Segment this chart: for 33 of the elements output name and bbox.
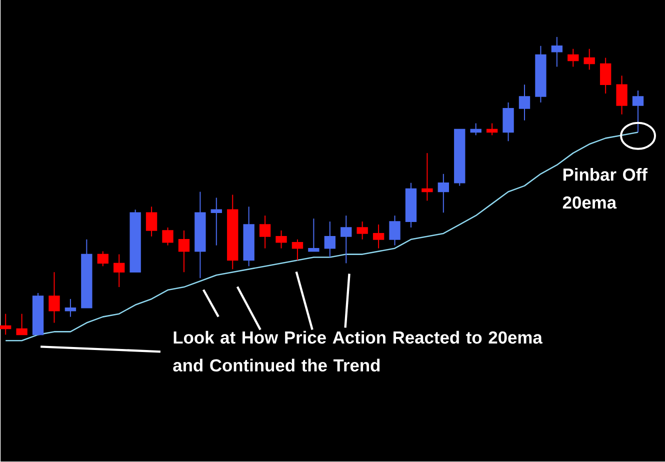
candlestick bbox=[551, 36, 563, 68]
candlestick bbox=[97, 251, 108, 267]
candlestick bbox=[502, 102, 514, 142]
candlestick bbox=[292, 239, 304, 261]
candlestick bbox=[324, 221, 336, 258]
candlestick bbox=[0, 314, 12, 336]
annotation: Pinbar Off 20ema bbox=[562, 168, 648, 209]
candlestick bbox=[470, 123, 482, 136]
candlestick bbox=[146, 206, 158, 238]
candlestick bbox=[16, 314, 28, 336]
candlestick bbox=[259, 215, 271, 250]
candlestick bbox=[210, 197, 222, 246]
candlestick bbox=[600, 58, 612, 94]
candlestick bbox=[422, 152, 433, 202]
candlestick bbox=[616, 75, 628, 116]
candlestick bbox=[308, 218, 320, 252]
candlestick bbox=[276, 230, 287, 250]
candlestick bbox=[568, 48, 579, 68]
candlestick bbox=[389, 215, 400, 246]
candlestick bbox=[372, 224, 384, 250]
candlestick bbox=[632, 90, 644, 133]
candlestick bbox=[438, 174, 450, 214]
candlestick bbox=[584, 48, 595, 70]
candlestick bbox=[518, 84, 530, 122]
annotation: Look at How Price Action Reacted to 20ema and Continued the Trend bbox=[173, 331, 542, 372]
candlestick bbox=[340, 215, 352, 264]
candlestick bbox=[64, 298, 76, 318]
candlestick bbox=[356, 221, 368, 240]
candlestick bbox=[48, 272, 60, 324]
candlestick bbox=[162, 227, 174, 246]
candlestick bbox=[486, 123, 498, 136]
candlestick bbox=[178, 230, 190, 273]
candlestick bbox=[114, 254, 125, 288]
